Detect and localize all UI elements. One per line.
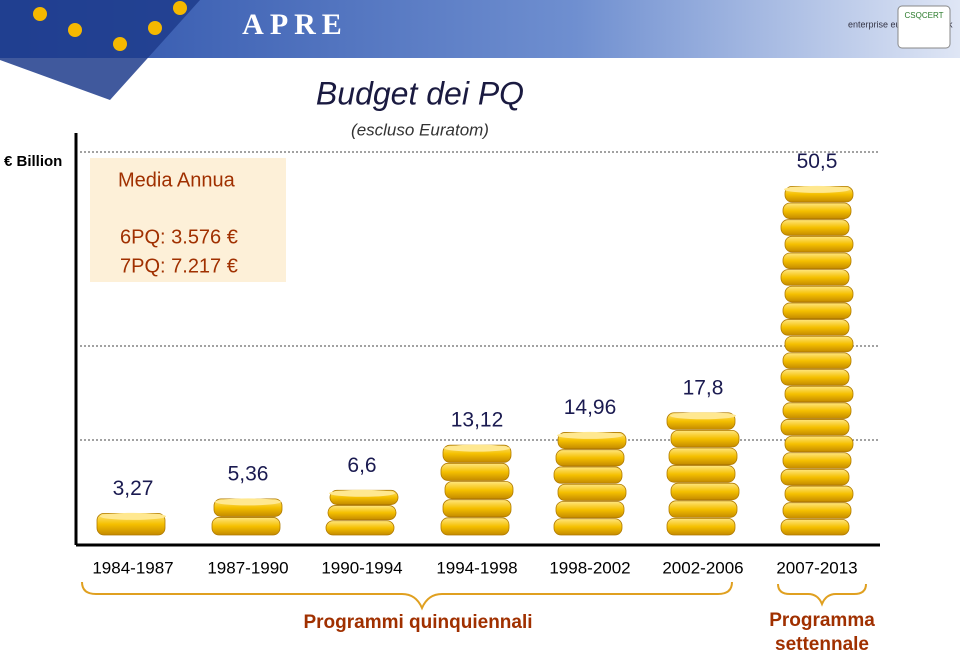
coin — [780, 469, 850, 486]
coin — [444, 481, 514, 500]
coin — [440, 462, 510, 481]
coin — [440, 517, 510, 536]
coin-face — [329, 489, 395, 497]
coin — [780, 518, 850, 536]
coin-face — [100, 512, 166, 520]
coin — [666, 465, 736, 483]
coin — [668, 500, 738, 518]
coin — [553, 466, 623, 484]
x-tick-label: 1984-1987 — [92, 558, 173, 577]
annotation-box — [90, 158, 286, 282]
logo: APRE — [242, 8, 348, 41]
coin-face — [557, 431, 623, 439]
coin — [784, 385, 854, 403]
coin — [782, 202, 852, 220]
coin — [668, 447, 738, 465]
coin — [325, 520, 395, 536]
coin — [784, 335, 854, 353]
value-label: 6,6 — [347, 454, 376, 477]
value-label: 3,27 — [113, 477, 154, 500]
value-label: 17,8 — [683, 376, 724, 399]
x-tick-label: 1990-1994 — [321, 558, 402, 577]
coin — [555, 501, 625, 519]
coin — [780, 219, 850, 236]
coin — [442, 499, 512, 518]
group-label: Programma — [769, 610, 875, 631]
x-tick-label: 1998-2002 — [549, 558, 630, 577]
coin-stack — [96, 512, 166, 536]
bracket — [777, 583, 867, 607]
value-label: 14,96 — [564, 396, 617, 419]
coin-face — [784, 185, 850, 193]
coin-stack — [211, 498, 283, 536]
value-label: 5,36 — [228, 462, 269, 485]
coin — [780, 369, 850, 386]
coin-face — [215, 498, 281, 506]
coin — [553, 518, 623, 536]
group-label: Programmi quinquiennali — [303, 612, 532, 633]
coin — [211, 517, 281, 536]
annotation-line: 6PQ: 3.576 € — [120, 226, 238, 248]
coin — [780, 319, 850, 336]
coin — [782, 502, 852, 519]
coin — [784, 235, 854, 253]
y-axis-label: € Billion — [4, 153, 62, 170]
coin — [782, 252, 852, 270]
coin — [780, 419, 850, 436]
bracket — [81, 581, 733, 611]
coin-stack — [440, 444, 514, 536]
annotation-line: 7PQ: 7.217 € — [120, 255, 238, 277]
x-tick-label: 1987-1990 — [207, 558, 288, 577]
coin — [782, 452, 852, 469]
chart-title: Budget dei PQ — [316, 75, 524, 111]
coin-face — [670, 412, 736, 420]
coin — [784, 435, 854, 453]
coin — [782, 352, 852, 369]
coin — [782, 402, 852, 419]
coin — [666, 517, 736, 536]
coin — [670, 482, 740, 501]
coin — [780, 269, 850, 286]
coin — [327, 505, 397, 521]
coin — [784, 285, 854, 303]
coin — [555, 449, 625, 467]
x-tick-label: 2007-2013 — [776, 558, 857, 577]
annotation-title: Media Annua — [118, 169, 236, 191]
cert-logo: CSQCERT — [905, 11, 944, 20]
coin-face — [444, 444, 510, 452]
coin — [784, 485, 854, 503]
coin-stack — [325, 489, 399, 536]
x-tick-label: 2002-2006 — [662, 558, 743, 577]
cert-badge — [897, 5, 951, 49]
coin-stack — [666, 412, 740, 536]
coin-stack — [780, 185, 854, 536]
coin — [782, 302, 852, 319]
value-label: 50,5 — [797, 150, 838, 173]
chart-subtitle: (escluso Euratom) — [351, 120, 489, 139]
coin — [670, 429, 740, 448]
stars — [33, 1, 187, 51]
coin-stack — [553, 431, 627, 536]
group-label: settennale — [775, 634, 869, 655]
value-label: 13,12 — [451, 409, 504, 432]
x-tick-label: 1994-1998 — [436, 558, 517, 577]
coin — [557, 483, 627, 501]
